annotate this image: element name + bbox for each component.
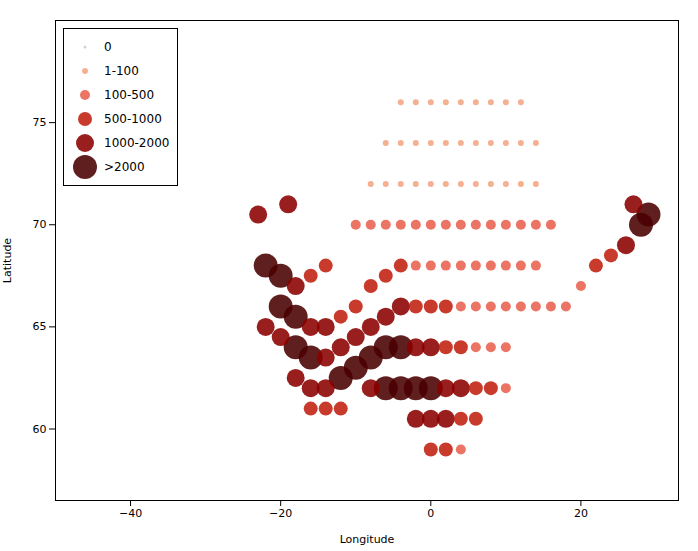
svg-text:60: 60 — [33, 423, 47, 436]
html-text:100-500: 100-500 — [104, 88, 155, 102]
html-text:>2000: >2000 — [104, 160, 145, 174]
svg-text:70: 70 — [33, 218, 47, 231]
html-text:0: 0 — [104, 40, 112, 54]
svg-text:−20: −20 — [269, 507, 292, 520]
svg-text:Longitude: Longitude — [340, 533, 395, 546]
svg-text:0: 0 — [427, 507, 434, 520]
svg-text:−40: −40 — [119, 507, 142, 520]
svg-text:Latitude: Latitude — [1, 238, 14, 284]
svg-text:20: 20 — [574, 507, 588, 520]
svg-text:65: 65 — [33, 320, 47, 333]
html-text:1000-2000: 1000-2000 — [104, 136, 170, 150]
svg-text:75: 75 — [33, 116, 47, 129]
html-text:1-100: 1-100 — [104, 64, 139, 78]
html-text:500-1000: 500-1000 — [104, 112, 162, 126]
